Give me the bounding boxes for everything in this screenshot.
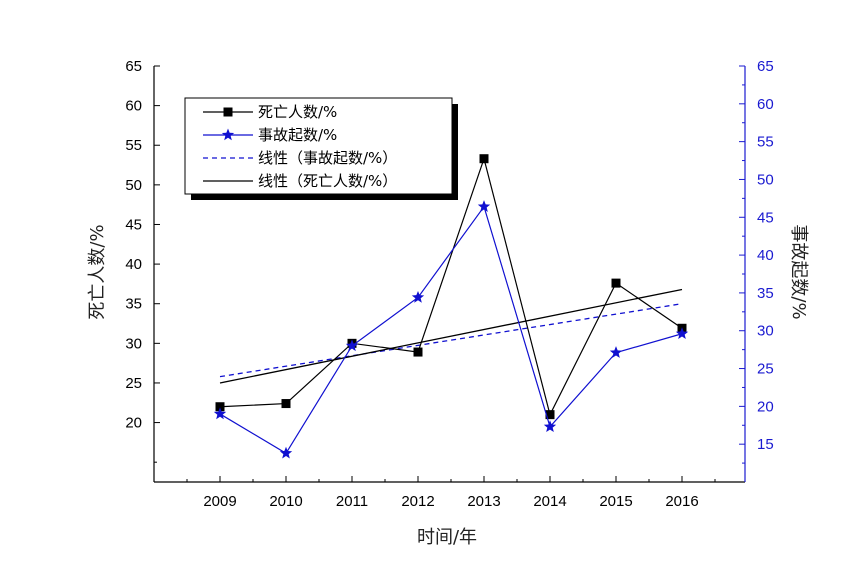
right-tick-label: 35 <box>757 285 774 302</box>
right-tick-label: 15 <box>757 436 774 453</box>
legend-entry: 事故起数/% <box>203 126 337 144</box>
right-y-axis-title: 事故起数/% <box>788 224 809 319</box>
series-line-deaths <box>219 156 683 417</box>
data-point-accidents <box>543 420 557 433</box>
left-y-axis: 20 25 30 35 40 45 50 55 60 65 <box>125 58 160 463</box>
legend-entry: 线性（死亡人数/%） <box>203 172 397 190</box>
data-point-accidents <box>675 327 689 340</box>
right-tick-label: 20 <box>757 398 774 415</box>
left-tick-label: 40 <box>125 256 142 273</box>
legend-entry: 死亡人数/% <box>203 103 337 121</box>
x-axis: 2009 2010 2011 2012 2013 2014 2015 2016 <box>186 476 716 510</box>
right-tick-label: 30 <box>757 323 774 340</box>
right-tick-label: 60 <box>757 96 774 113</box>
x-tick-label: 2016 <box>665 493 698 510</box>
left-tick-label: 50 <box>125 177 142 194</box>
left-y-axis-title: 死亡人数/% <box>87 224 108 319</box>
legend-marker-star <box>221 128 235 141</box>
data-point-accidents <box>213 407 227 420</box>
legend-label: 线性（事故起数/%） <box>258 149 397 167</box>
data-point-accidents <box>345 339 359 352</box>
x-axis-title: 时间/年 <box>417 527 477 548</box>
trendline-layer <box>219 288 683 384</box>
legend-marker-square <box>223 107 233 117</box>
x-tick-label: 2010 <box>269 493 302 510</box>
left-tick-label: 45 <box>125 216 142 233</box>
left-tick-label: 30 <box>125 335 142 352</box>
data-point-deaths <box>215 402 225 412</box>
left-tick-label: 20 <box>125 415 142 432</box>
right-tick-label: 40 <box>757 247 774 264</box>
left-tick-label: 65 <box>125 58 142 75</box>
data-point-deaths <box>545 410 555 420</box>
x-tick-label: 2012 <box>401 493 434 510</box>
series-layer <box>213 154 689 459</box>
x-tick-label: 2009 <box>203 493 236 510</box>
right-tick-label: 50 <box>757 171 774 188</box>
series-line-accidents <box>219 205 683 455</box>
trendline-deaths <box>219 288 683 384</box>
left-tick-label: 60 <box>125 98 142 115</box>
data-point-deaths <box>611 278 621 288</box>
data-point-deaths <box>413 347 423 357</box>
right-tick-label: 55 <box>757 134 774 151</box>
right-tick-label: 65 <box>757 58 774 75</box>
left-tick-label: 55 <box>125 137 142 154</box>
right-y-axis: 15 20 25 30 35 40 45 50 55 60 65 <box>739 58 774 464</box>
left-tick-label: 35 <box>125 296 142 313</box>
legend-label: 事故起数/% <box>258 126 337 144</box>
x-tick-label: 2015 <box>599 493 632 510</box>
data-point-accidents <box>477 200 491 212</box>
legend: 死亡人数/% 事故起数/% 线性（事故起数/%） 线性（死亡人数/%） <box>184 97 458 200</box>
x-tick-label: 2011 <box>336 493 368 510</box>
data-point-accidents <box>279 446 293 459</box>
legend-entry: 线性（事故起数/%） <box>203 149 397 167</box>
data-point-accidents <box>609 346 623 358</box>
x-tick-label: 2013 <box>467 493 500 510</box>
right-tick-label: 45 <box>757 209 774 226</box>
data-point-deaths <box>479 154 489 164</box>
data-point-accidents <box>411 290 425 303</box>
x-tick-label: 2014 <box>533 493 566 510</box>
trendline-accidents <box>219 303 683 378</box>
data-point-deaths <box>281 399 291 409</box>
legend-label: 死亡人数/% <box>258 103 337 121</box>
right-tick-label: 25 <box>757 361 774 378</box>
legend-label: 线性（死亡人数/%） <box>258 172 397 190</box>
left-tick-label: 25 <box>125 375 142 392</box>
